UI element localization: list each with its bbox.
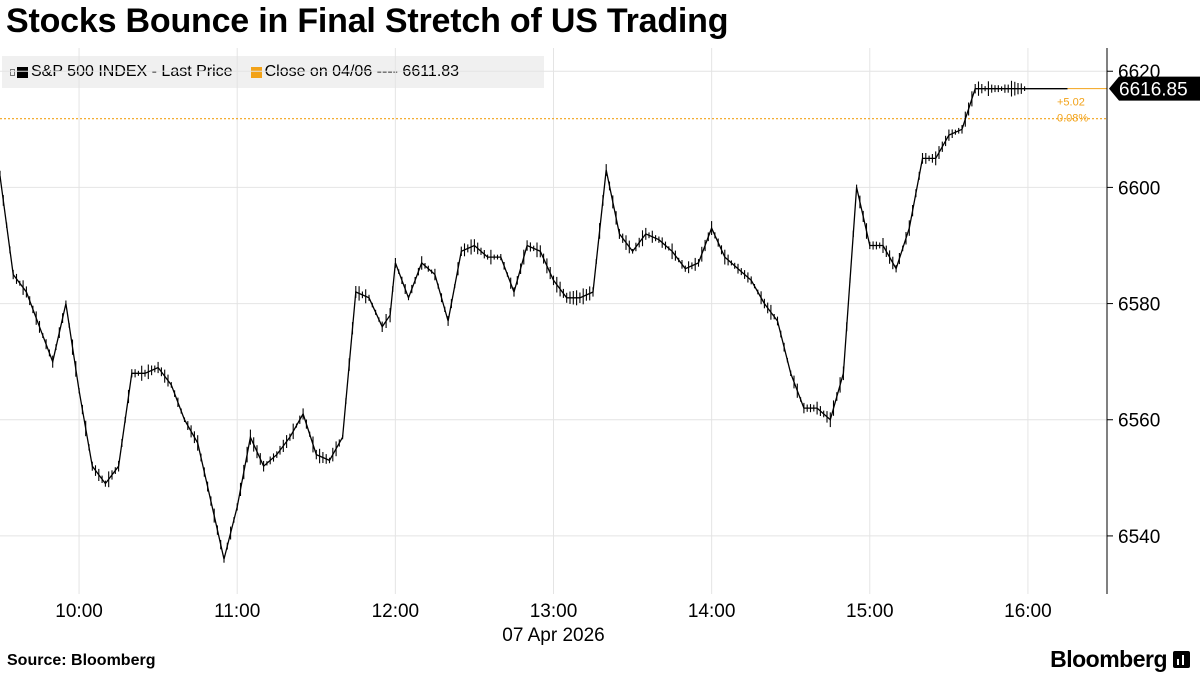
price-line <box>0 88 1068 560</box>
brand-name: Bloomberg <box>1050 646 1167 672</box>
y-tick-label: 6600 <box>1118 178 1160 199</box>
x-tick-label: 12:00 <box>372 601 420 622</box>
change-pct-label: 0.08% <box>1057 113 1088 125</box>
bloomberg-icon <box>1173 651 1190 668</box>
chart-title: Stocks Bounce in Final Stretch of US Tra… <box>6 2 729 40</box>
x-tick-label: 13:00 <box>530 601 578 622</box>
series-group: +5.02 0.08% 6616.85 <box>0 76 1200 563</box>
y-tick-label: 6620 <box>1118 62 1160 83</box>
legend-swatch-close <box>250 66 262 78</box>
grid <box>0 48 1107 594</box>
y-tick-label: 6560 <box>1118 411 1160 432</box>
source-note: Source: Bloomberg <box>7 652 156 669</box>
x-date-label: 07 Apr 2026 <box>502 625 604 646</box>
brand-logo: Bloomberg <box>1050 646 1190 673</box>
x-tick-label: 10:00 <box>55 601 103 622</box>
x-tick-label: 14:00 <box>688 601 736 622</box>
x-tick-label: 15:00 <box>846 601 894 622</box>
x-tick-label: 16:00 <box>1004 601 1052 622</box>
y-tick-label: 6540 <box>1118 527 1160 548</box>
legend-swatch-price <box>17 66 28 78</box>
y-tick-label: 6580 <box>1118 295 1160 316</box>
axes: 6540 6560 6580 6600 6620 10:00 11:00 12:00 13:00… <box>55 48 1160 646</box>
x-tick-label: 11:00 <box>214 601 260 622</box>
legend-toggle-icon <box>10 68 15 76</box>
change-abs-label: +5.02 <box>1057 97 1085 109</box>
last-value-tag <box>1109 76 1200 101</box>
last-value-label: 6616.85 <box>1119 80 1188 101</box>
